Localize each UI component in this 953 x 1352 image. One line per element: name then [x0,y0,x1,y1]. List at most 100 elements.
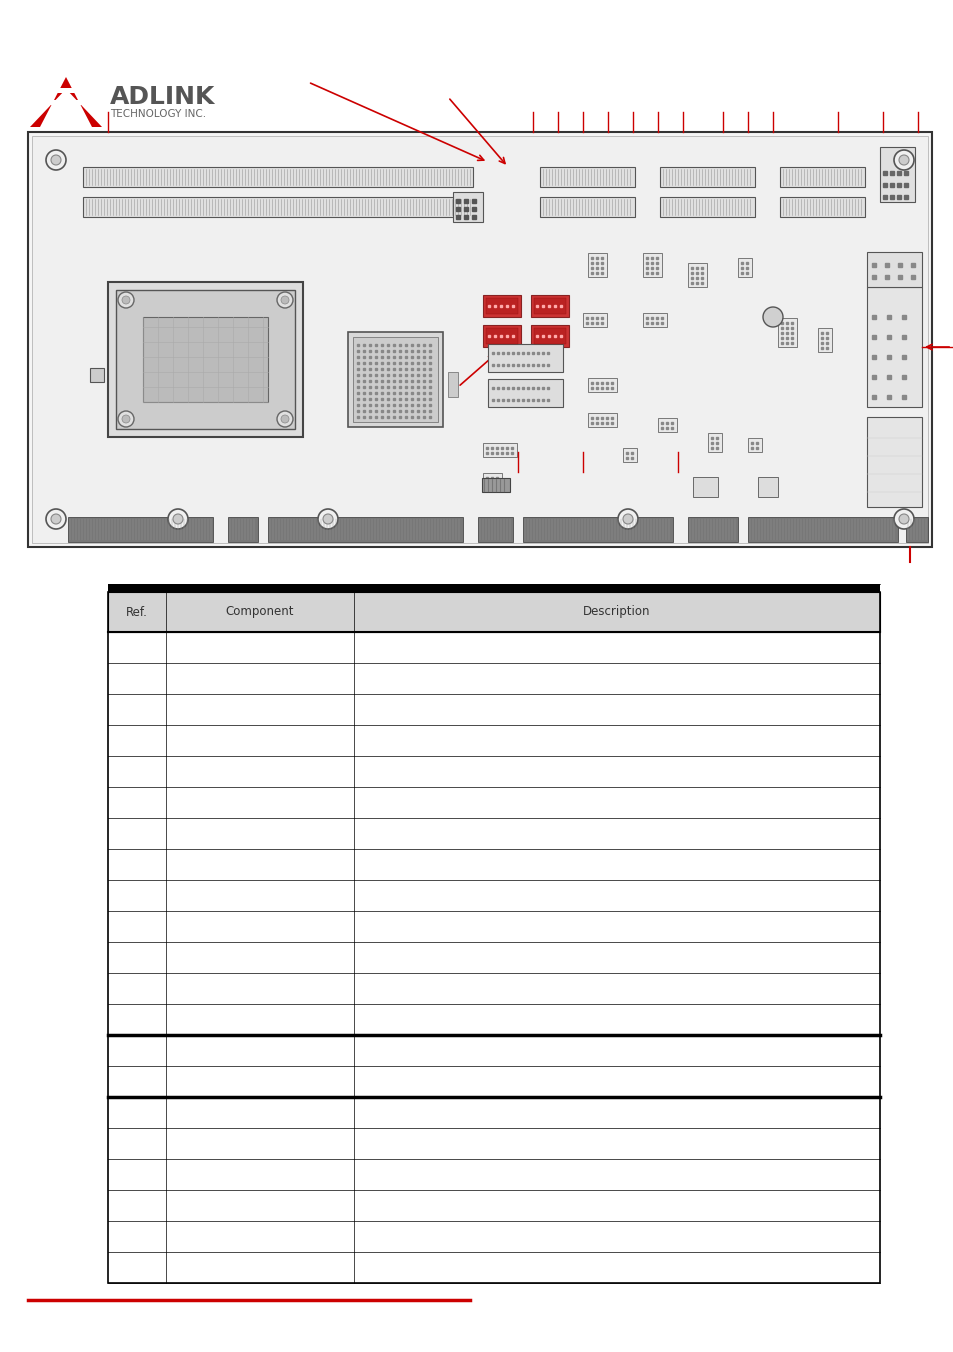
Bar [587,412,617,427]
Bar [83,197,473,218]
Bar [485,297,517,314]
Bar [622,448,637,462]
Bar [905,516,927,542]
Circle shape [281,415,289,423]
Circle shape [893,508,913,529]
Bar [108,942,879,973]
Text: Ref.: Ref. [126,606,148,618]
Bar [879,147,914,201]
Bar [28,132,931,548]
Polygon shape [47,100,86,105]
Bar [738,258,751,277]
Bar [817,329,831,352]
Bar [488,379,562,407]
Bar [866,416,921,507]
Bar [642,314,666,327]
Bar [531,295,568,316]
Bar [83,168,473,187]
Bar [522,516,672,542]
Bar [108,787,879,818]
Bar [268,516,462,542]
Bar [587,253,606,277]
Bar [692,477,718,498]
Bar [534,329,565,343]
Bar [108,756,879,787]
Bar [539,197,635,218]
Bar [108,592,879,1283]
Circle shape [622,514,633,525]
Bar [448,372,457,397]
Bar [108,694,879,725]
Bar [658,418,677,433]
Bar [108,1190,879,1221]
Polygon shape [30,77,102,127]
Bar [707,433,721,452]
Polygon shape [38,88,94,93]
Bar [780,197,864,218]
Circle shape [898,155,908,165]
Text: ADLINK: ADLINK [110,85,215,110]
Bar [482,443,517,457]
Bar [108,911,879,942]
Bar [477,516,513,542]
Circle shape [762,307,782,327]
Bar [108,662,879,694]
Circle shape [172,514,183,525]
Bar [747,516,897,542]
Circle shape [281,296,289,304]
Bar [68,516,213,542]
Text: Component: Component [226,606,294,618]
Bar [108,1065,879,1096]
Bar [758,477,778,498]
Bar [108,584,879,592]
Bar [108,818,879,849]
Bar [108,1005,879,1036]
Bar [108,973,879,1005]
Bar [108,1036,879,1065]
Polygon shape [55,112,77,118]
Circle shape [323,514,333,525]
Circle shape [276,411,293,427]
Circle shape [276,292,293,308]
Circle shape [122,415,130,423]
Bar [687,516,738,542]
Bar [116,289,294,429]
Bar [481,479,510,492]
Circle shape [51,514,61,525]
Bar [488,343,562,372]
Bar [539,168,635,187]
Bar [747,438,761,452]
Bar [108,631,879,662]
Bar [108,1159,879,1190]
Bar [482,324,520,347]
Circle shape [893,150,913,170]
Bar [482,295,520,316]
Bar [90,368,104,383]
Bar [482,473,501,487]
Bar [866,287,921,407]
Bar [582,314,606,327]
Circle shape [46,508,66,529]
Bar [778,318,796,347]
Bar [659,168,754,187]
Bar [780,168,864,187]
Bar [108,880,879,911]
Text: Description: Description [582,606,650,618]
Bar [534,297,565,314]
Text: TECHNOLOGY INC.: TECHNOLOGY INC. [110,110,206,119]
Bar [531,324,568,347]
Circle shape [317,508,337,529]
Circle shape [168,508,188,529]
Bar [642,253,661,277]
Circle shape [122,296,130,304]
Bar [453,192,482,222]
Circle shape [898,514,908,525]
Bar [485,329,517,343]
Circle shape [46,150,66,170]
Circle shape [51,155,61,165]
Bar [659,197,754,218]
Bar [687,264,706,287]
Bar [348,333,442,427]
Bar [228,516,257,542]
Bar [108,592,879,631]
